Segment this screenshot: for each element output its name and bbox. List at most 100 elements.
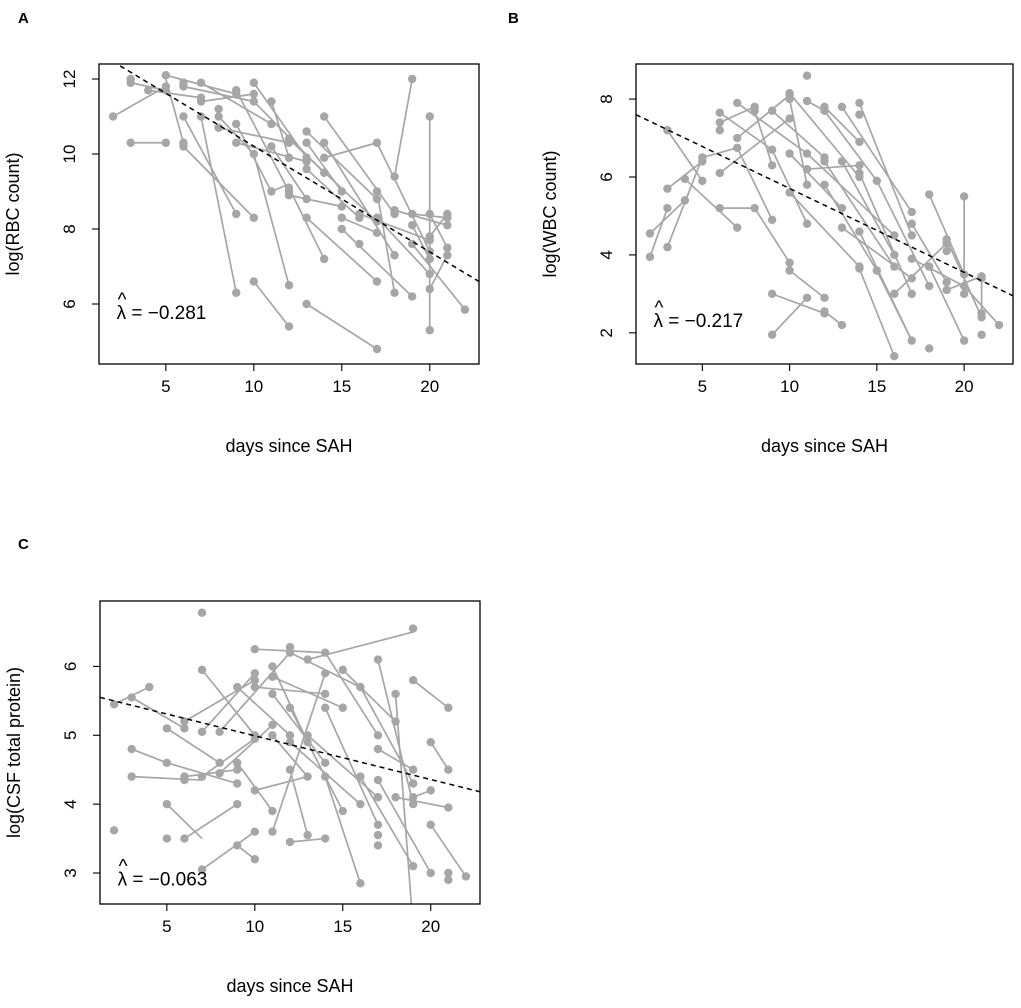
data-point bbox=[767, 215, 777, 225]
trajectory-segment bbox=[823, 106, 861, 143]
data-point bbox=[126, 138, 135, 147]
trajectory-segment bbox=[200, 93, 254, 103]
data-point bbox=[407, 221, 417, 230]
x-axis-title: days since SAH bbox=[225, 436, 352, 456]
data-point bbox=[250, 855, 260, 864]
data-point bbox=[959, 289, 969, 299]
data-point bbox=[733, 223, 742, 232]
data-point bbox=[232, 89, 241, 99]
lambda-hat-accent: ^ bbox=[654, 298, 663, 319]
plot-frame bbox=[635, 63, 1014, 365]
trajectory-segment bbox=[218, 126, 290, 144]
data-point bbox=[959, 281, 969, 291]
trajectory-segment bbox=[428, 213, 449, 249]
data-point bbox=[267, 119, 276, 129]
trajectory-segment bbox=[430, 741, 450, 771]
trajectory-segment bbox=[788, 191, 861, 268]
data-point bbox=[320, 689, 330, 699]
data-point bbox=[391, 717, 400, 726]
data-point bbox=[925, 190, 934, 199]
trajectory-segment bbox=[841, 106, 913, 213]
trajectory-segment bbox=[841, 160, 896, 256]
data-point bbox=[820, 153, 829, 162]
lambda-symbol: λ bbox=[653, 311, 663, 332]
data-point bbox=[162, 724, 172, 733]
data-point bbox=[872, 176, 882, 186]
y-axis-title: log(CSF total protein) bbox=[4, 667, 24, 838]
data-point bbox=[837, 157, 847, 166]
trajectory-segment bbox=[823, 160, 896, 268]
trajectory-segment bbox=[201, 672, 256, 733]
data-point bbox=[750, 102, 759, 112]
data-point bbox=[426, 737, 435, 747]
data-point bbox=[319, 138, 329, 147]
data-point bbox=[250, 669, 260, 678]
data-point bbox=[907, 274, 916, 283]
data-point bbox=[196, 93, 206, 102]
data-point bbox=[249, 89, 259, 99]
data-point bbox=[233, 758, 242, 768]
y-tick-label: 6 bbox=[61, 662, 80, 671]
trajectory-segment bbox=[183, 803, 238, 840]
data-point bbox=[196, 78, 206, 87]
data-point bbox=[161, 138, 171, 147]
data-point bbox=[890, 352, 899, 361]
trajectory-segment bbox=[376, 191, 396, 293]
trajectory-segment bbox=[289, 769, 309, 836]
trajectory-segment bbox=[377, 659, 414, 805]
trajectory-segment bbox=[131, 748, 168, 764]
data-point bbox=[373, 655, 383, 664]
data-point bbox=[373, 744, 383, 754]
trajectory-segment bbox=[324, 707, 379, 826]
trajectory-segment bbox=[306, 130, 378, 200]
data-point bbox=[872, 266, 882, 275]
trajectory-segment bbox=[359, 776, 414, 867]
data-point bbox=[890, 262, 899, 271]
data-point bbox=[372, 217, 382, 226]
data-point bbox=[180, 834, 189, 843]
data-point bbox=[249, 149, 259, 159]
data-point bbox=[249, 213, 259, 222]
data-point bbox=[391, 689, 400, 699]
data-point bbox=[267, 97, 276, 106]
data-point bbox=[109, 700, 119, 709]
data-point bbox=[855, 161, 864, 170]
data-point bbox=[942, 285, 951, 295]
data-point bbox=[907, 289, 916, 299]
data-point bbox=[820, 293, 829, 302]
data-point bbox=[426, 868, 435, 878]
lambda-symbol: λ bbox=[118, 869, 128, 890]
data-point bbox=[925, 281, 934, 291]
data-point bbox=[372, 344, 382, 354]
data-point bbox=[284, 281, 294, 290]
data-point bbox=[390, 209, 399, 219]
data-point bbox=[767, 161, 777, 170]
data-point bbox=[162, 834, 172, 843]
data-point bbox=[977, 313, 986, 322]
data-point bbox=[302, 138, 311, 147]
data-point bbox=[959, 192, 969, 201]
data-point bbox=[408, 675, 418, 685]
data-point bbox=[663, 126, 672, 135]
data-point bbox=[338, 665, 347, 675]
trajectory-segment bbox=[911, 223, 948, 283]
data-point bbox=[767, 145, 777, 154]
data-point bbox=[320, 703, 330, 712]
data-point bbox=[425, 326, 434, 335]
data-point bbox=[645, 252, 655, 262]
data-point bbox=[319, 254, 329, 264]
trajectory-segment bbox=[771, 110, 826, 159]
data-point bbox=[977, 330, 986, 339]
trajectory-segment bbox=[166, 727, 221, 764]
data-point bbox=[302, 213, 311, 222]
trajectory-segment bbox=[377, 779, 432, 874]
data-point bbox=[249, 277, 259, 286]
data-point bbox=[303, 830, 312, 840]
data-point bbox=[233, 682, 242, 692]
data-point bbox=[443, 221, 452, 230]
trajectory-segment bbox=[166, 803, 203, 840]
panel-letter: C bbox=[18, 536, 29, 553]
trajectory-segment bbox=[841, 226, 913, 279]
data-point bbox=[426, 820, 435, 830]
trajectory-segment bbox=[306, 168, 360, 219]
